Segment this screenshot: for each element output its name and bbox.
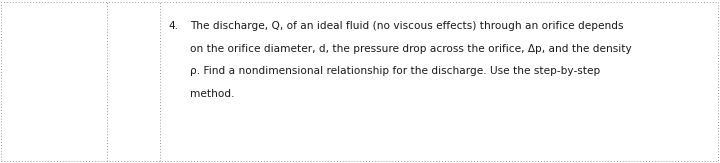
Text: 4.: 4. bbox=[168, 21, 179, 31]
Text: The discharge, Q, of an ideal fluid (no viscous effects) through an orifice depe: The discharge, Q, of an ideal fluid (no … bbox=[190, 21, 624, 31]
Text: method.: method. bbox=[190, 89, 235, 99]
Text: ρ. Find a nondimensional relationship for the discharge. Use the step-by-step: ρ. Find a nondimensional relationship fo… bbox=[190, 66, 600, 76]
Text: on the orifice diameter, d, the pressure drop across the orifice, Δp, and the de: on the orifice diameter, d, the pressure… bbox=[190, 44, 632, 54]
